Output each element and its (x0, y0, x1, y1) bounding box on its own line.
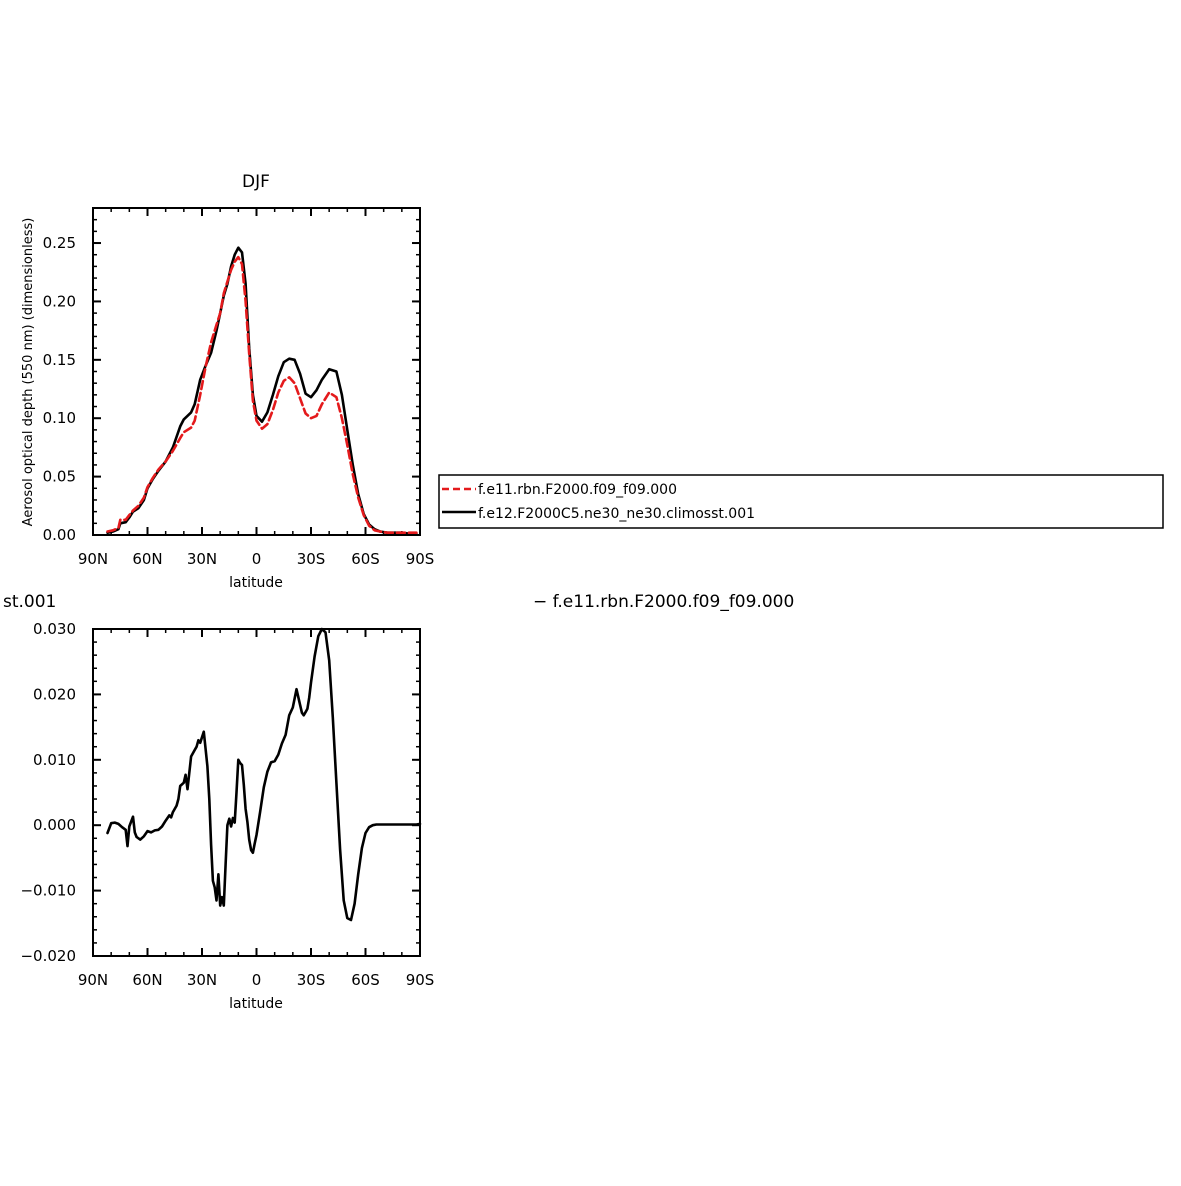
x-tick-label: 30S (297, 971, 326, 989)
y-axis-label: Aerosol optical depth (550 nm) (dimensio… (21, 218, 36, 527)
x-tick-label: 30N (187, 550, 217, 568)
x-tick-label: 60S (351, 550, 380, 568)
y-tick-label: 0.020 (33, 685, 76, 703)
x-tick-label: 90S (406, 971, 435, 989)
diff-title-left: st.001 (3, 592, 56, 612)
diff-title-right: − f.e11.rbn.F2000.f09_f09.000 (533, 592, 794, 612)
y-tick-label: 0.010 (33, 751, 76, 769)
x-tick-label: 90N (78, 971, 108, 989)
plot-area (106, 246, 418, 536)
y-tick-label: 0.10 (43, 409, 76, 427)
legend-label: f.e11.rbn.F2000.f09_f09.000 (478, 482, 677, 498)
series-line-black (106, 627, 422, 922)
x-tick-label: 60S (351, 971, 380, 989)
x-tick-label: 60N (132, 971, 162, 989)
x-tick-label: 0 (252, 550, 262, 568)
legend-label: f.e12.F2000C5.ne30_ne30.climosst.001 (478, 506, 755, 522)
legend-box (438, 474, 1164, 529)
y-tick-label: 0.15 (43, 351, 76, 369)
y-tick-label: −0.020 (20, 947, 76, 965)
axis-ticks: 90N 60N 30N 0 30S 60S 90S 0.00 0.05 0.10 0.15 0.20 0… (43, 207, 435, 568)
plot-frame (92, 207, 421, 536)
x-axis-label: latitude (229, 575, 283, 591)
y-tick-label: 0.25 (43, 234, 76, 252)
y-tick-label: 0.030 (33, 620, 76, 638)
axis-ticks: 90N 60N 30N 0 30S 60S 90S −0.020 −0.010 0.000 0.01… (20, 620, 434, 989)
x-tick-label: 0 (252, 971, 262, 989)
x-tick-label: 60N (132, 550, 162, 568)
x-axis-label: latitude (229, 996, 283, 1012)
x-tick-label: 30S (297, 550, 326, 568)
series-line-black (106, 246, 418, 536)
x-tick-label: 90N (78, 550, 108, 568)
y-tick-label: −0.010 (20, 882, 76, 900)
y-tick-label: 0.000 (33, 816, 76, 834)
y-tick-label: 0.20 (43, 292, 76, 310)
series-line-red (106, 255, 418, 535)
y-tick-label: 0.00 (43, 526, 76, 544)
plot-frame (92, 628, 421, 957)
x-tick-label: 30N (187, 971, 217, 989)
chart-bottom: latitude 90N 60N 30N 0 30S 60S 90S −0.020 −0.010… (20, 620, 434, 1012)
x-tick-label: 90S (406, 550, 435, 568)
y-tick-label: 0.05 (43, 468, 76, 486)
chart-top: DJF Aerosol optical depth (550 nm) (dime… (21, 172, 434, 591)
plot-area (106, 627, 422, 922)
chart-title: DJF (242, 172, 270, 192)
legend: f.e11.rbn.F2000.f09_f09.000 f.e12.F2000C… (438, 474, 1164, 529)
